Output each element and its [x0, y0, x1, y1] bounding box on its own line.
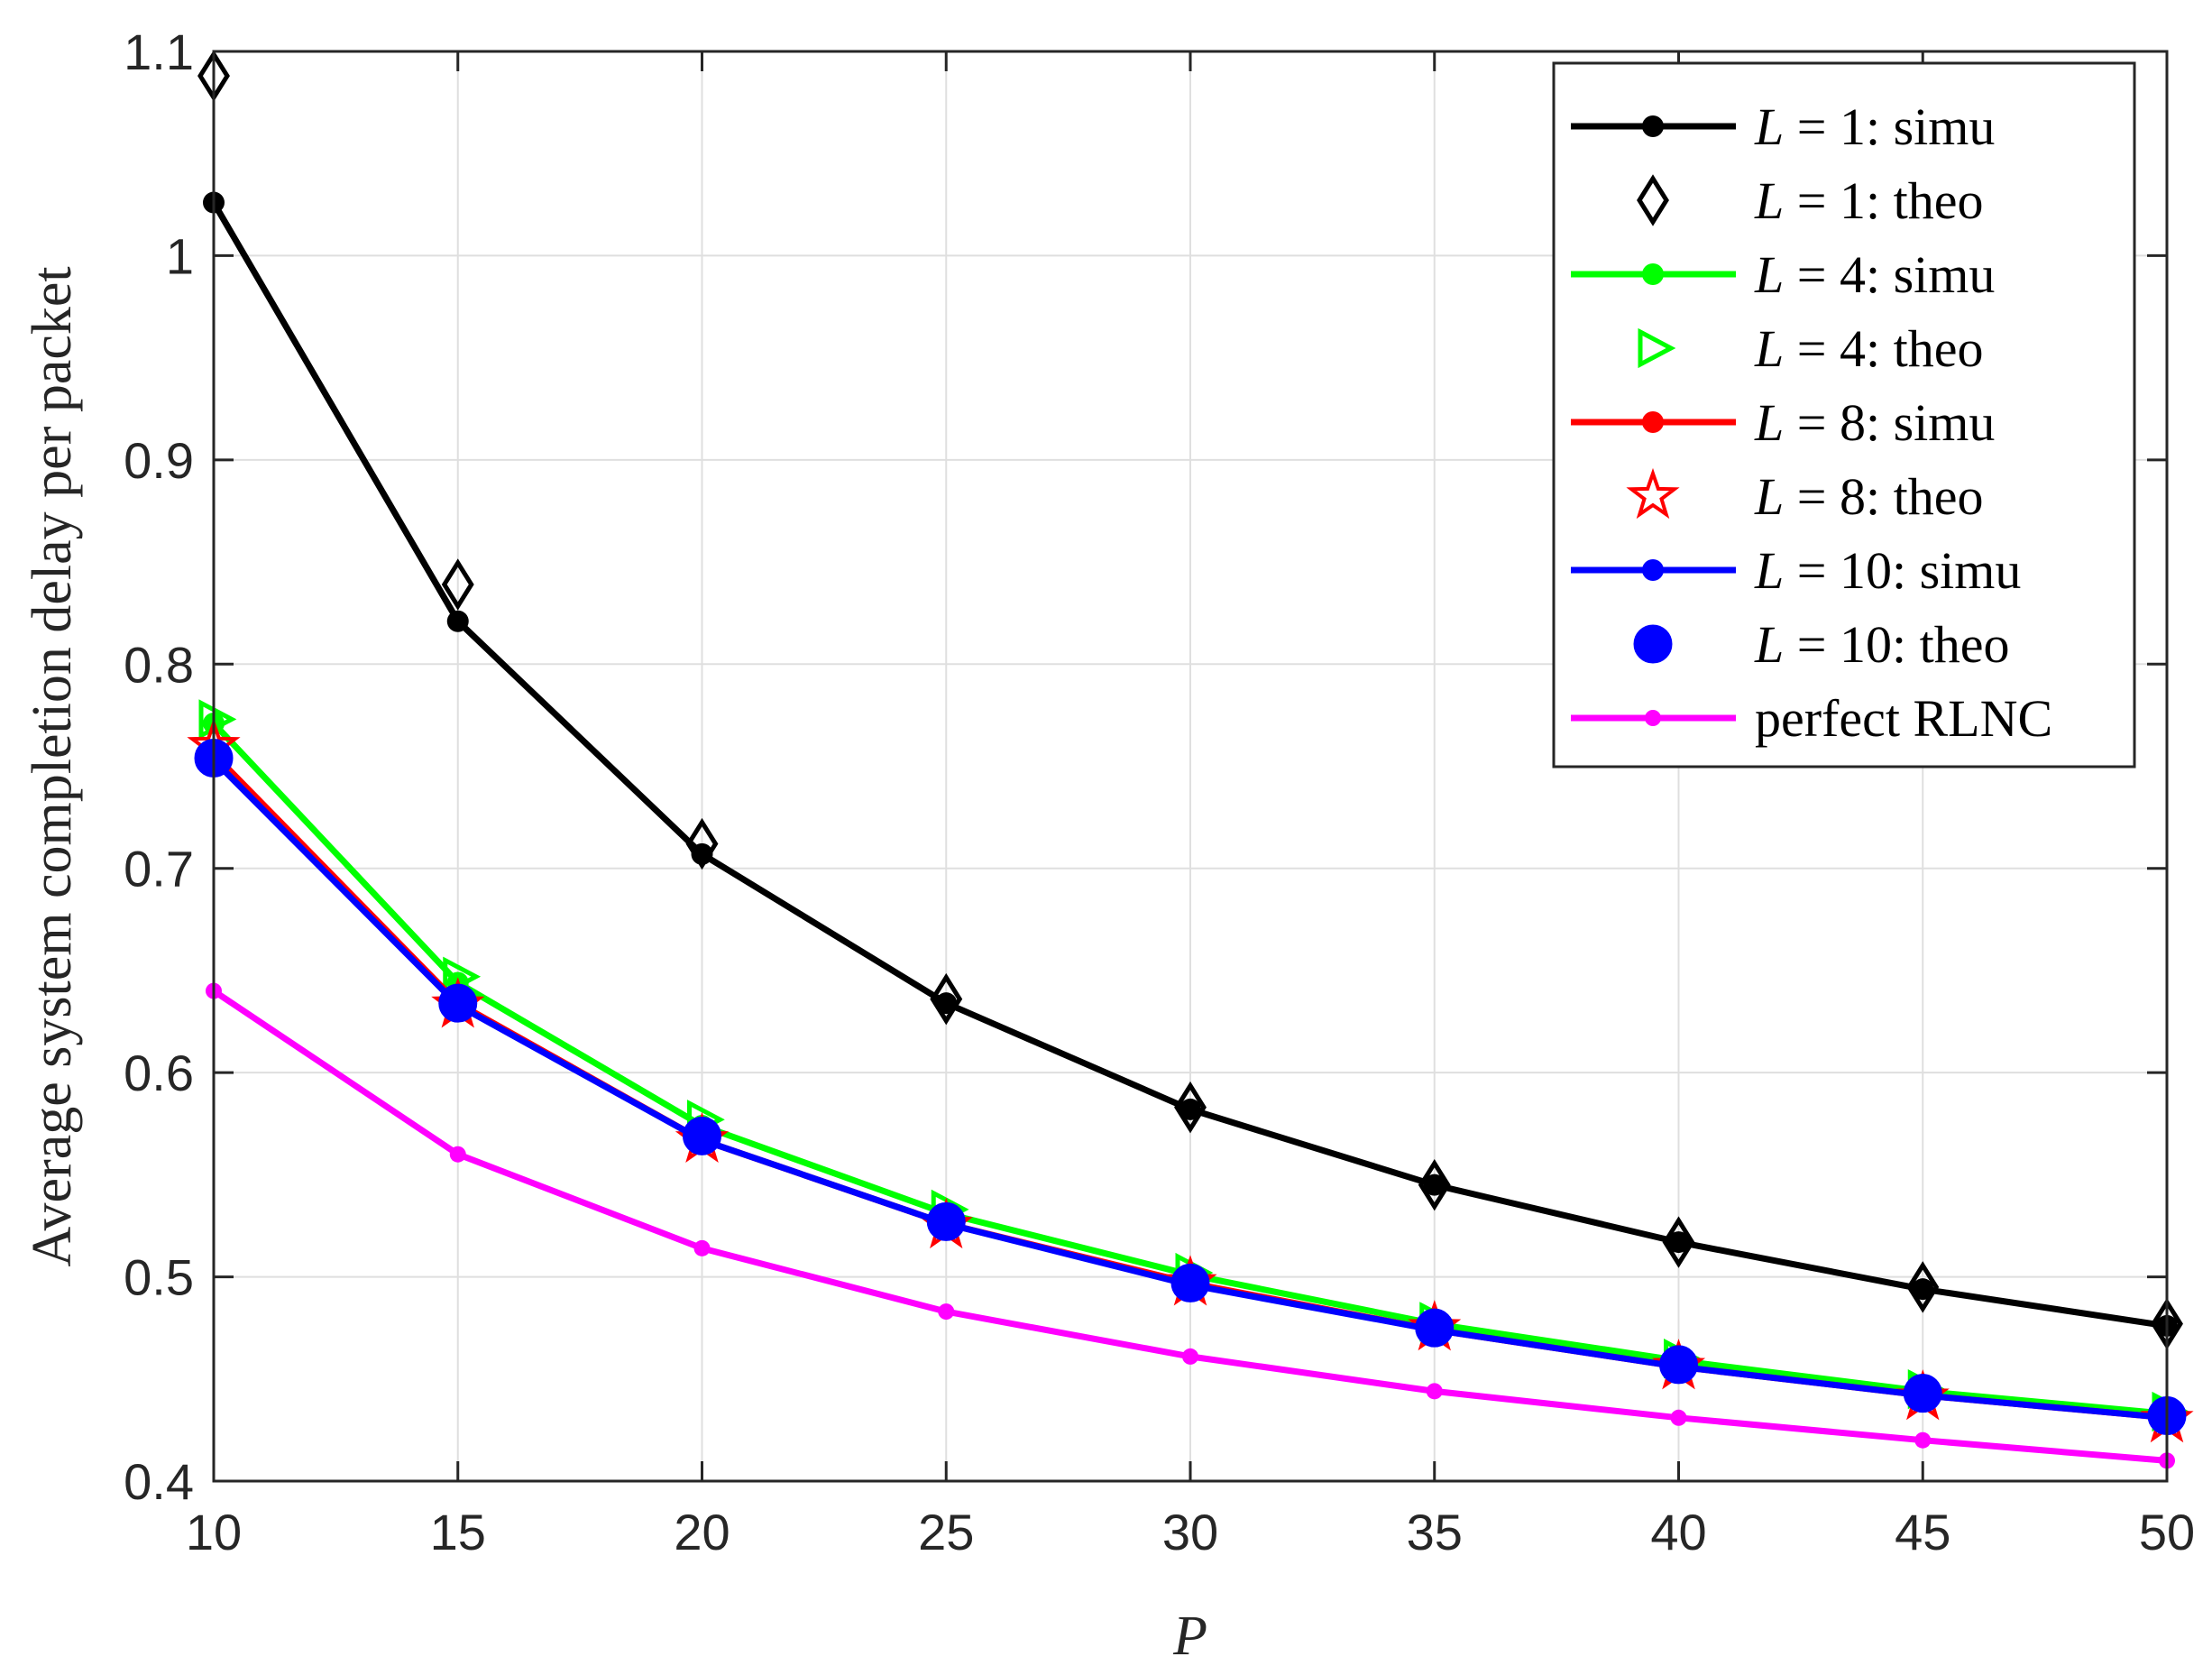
legend-item-4: L = 8: simu	[1571, 393, 1995, 452]
data-point	[438, 983, 478, 1023]
y-tick-label: 0.5	[124, 1249, 194, 1306]
x-tick-label: 25	[918, 1504, 974, 1560]
legend-marker	[1633, 624, 1673, 664]
legend-item-7: L = 10: theo	[1633, 615, 2009, 674]
x-tick-label: 15	[430, 1504, 486, 1560]
y-tick-label: 0.8	[124, 636, 194, 693]
y-tick-label: 0.4	[124, 1453, 194, 1510]
series-layer	[187, 50, 2194, 1469]
x-tick-label: 45	[1895, 1504, 1950, 1560]
y-tick-label: 0.7	[124, 841, 194, 897]
x-tick-label: 30	[1162, 1504, 1218, 1560]
legend-item-0: L = 1: simu	[1571, 97, 1995, 156]
legend-marker	[1642, 411, 1664, 433]
legend-item-3: L = 4: theo	[1638, 319, 1983, 378]
legend: L = 1: simu L = 1: theo L = 4: simu L = 4: …	[1552, 61, 2136, 769]
legend-marker	[1638, 327, 1676, 369]
data-point	[1906, 1261, 1940, 1313]
data-point	[1662, 1216, 1695, 1268]
x-tick-label: 10	[186, 1504, 242, 1560]
data-point	[1170, 1263, 1210, 1302]
legend-item-2: L = 4: simu	[1571, 245, 1995, 304]
legend-item-5: L = 8: theo	[1626, 467, 1983, 526]
legend-label: L = 1: theo	[1754, 171, 1983, 230]
data-point	[449, 1146, 466, 1163]
data-point	[938, 1303, 955, 1321]
y-tick-label: 0.9	[124, 432, 194, 489]
x-tick-label: 35	[1407, 1504, 1463, 1560]
data-point	[1174, 1081, 1207, 1134]
legend-label: L = 8: simu	[1754, 393, 1995, 452]
data-point	[1659, 1345, 1698, 1385]
data-point	[683, 1116, 721, 1155]
data-point	[1418, 1158, 1451, 1211]
data-point	[1667, 1231, 1690, 1254]
x-tick-label: 50	[2139, 1504, 2195, 1560]
data-point	[1179, 1098, 1201, 1120]
legend-label: perfect RLNC	[1755, 689, 2052, 748]
y-axis-label: Average system completion delay per pack…	[22, 266, 83, 1266]
legend-marker	[1626, 467, 1680, 520]
legend-marker	[1642, 559, 1664, 581]
legend-marker	[1642, 263, 1664, 285]
legend-item-1: L = 1: theo	[1637, 171, 1983, 230]
legend-marker	[1637, 174, 1669, 226]
x-tick-labels: 10 15 20 25 30 35 40 45 50	[186, 1504, 2195, 1560]
data-point	[1426, 1383, 1443, 1400]
data-point	[1415, 1308, 1455, 1348]
data-point	[441, 558, 474, 611]
data-point	[685, 817, 719, 870]
x-axis-label: P	[1172, 1606, 1207, 1666]
y-tick-label: 1	[166, 227, 194, 284]
y-tick-label: 0.6	[124, 1045, 194, 1101]
data-point	[1182, 1348, 1198, 1365]
data-point	[1912, 1278, 1934, 1301]
data-point	[926, 1201, 966, 1241]
x-tick-label: 20	[674, 1504, 730, 1560]
x-tick-label: 40	[1650, 1504, 1706, 1560]
legend-label: L = 1: simu	[1754, 97, 1995, 156]
data-point	[693, 1239, 711, 1256]
y-tick-labels: 0.4 0.5 0.6 0.7 0.8 0.9 1 1.1	[124, 23, 194, 1510]
data-point	[1423, 1174, 1446, 1196]
legend-item-8: perfect RLNC	[1571, 689, 2052, 748]
legend-marker	[1642, 115, 1664, 137]
y-tick-label: 1.1	[124, 23, 194, 80]
data-point	[446, 610, 469, 632]
data-point	[1914, 1431, 1932, 1449]
data-point	[1670, 1409, 1687, 1426]
legend-label: L = 4: theo	[1754, 319, 1983, 378]
legend-label: L = 10: simu	[1754, 541, 2021, 600]
data-point	[1903, 1374, 1942, 1413]
axis-ticks	[212, 50, 2169, 1483]
data-point	[930, 972, 963, 1026]
legend-label: L = 8: theo	[1754, 467, 1983, 526]
legend-item-6: L = 10: simu	[1571, 541, 2021, 600]
legend-label: L = 4: simu	[1754, 245, 1995, 304]
legend-marker	[1645, 710, 1661, 726]
legend-label: L = 10: theo	[1754, 615, 2009, 674]
